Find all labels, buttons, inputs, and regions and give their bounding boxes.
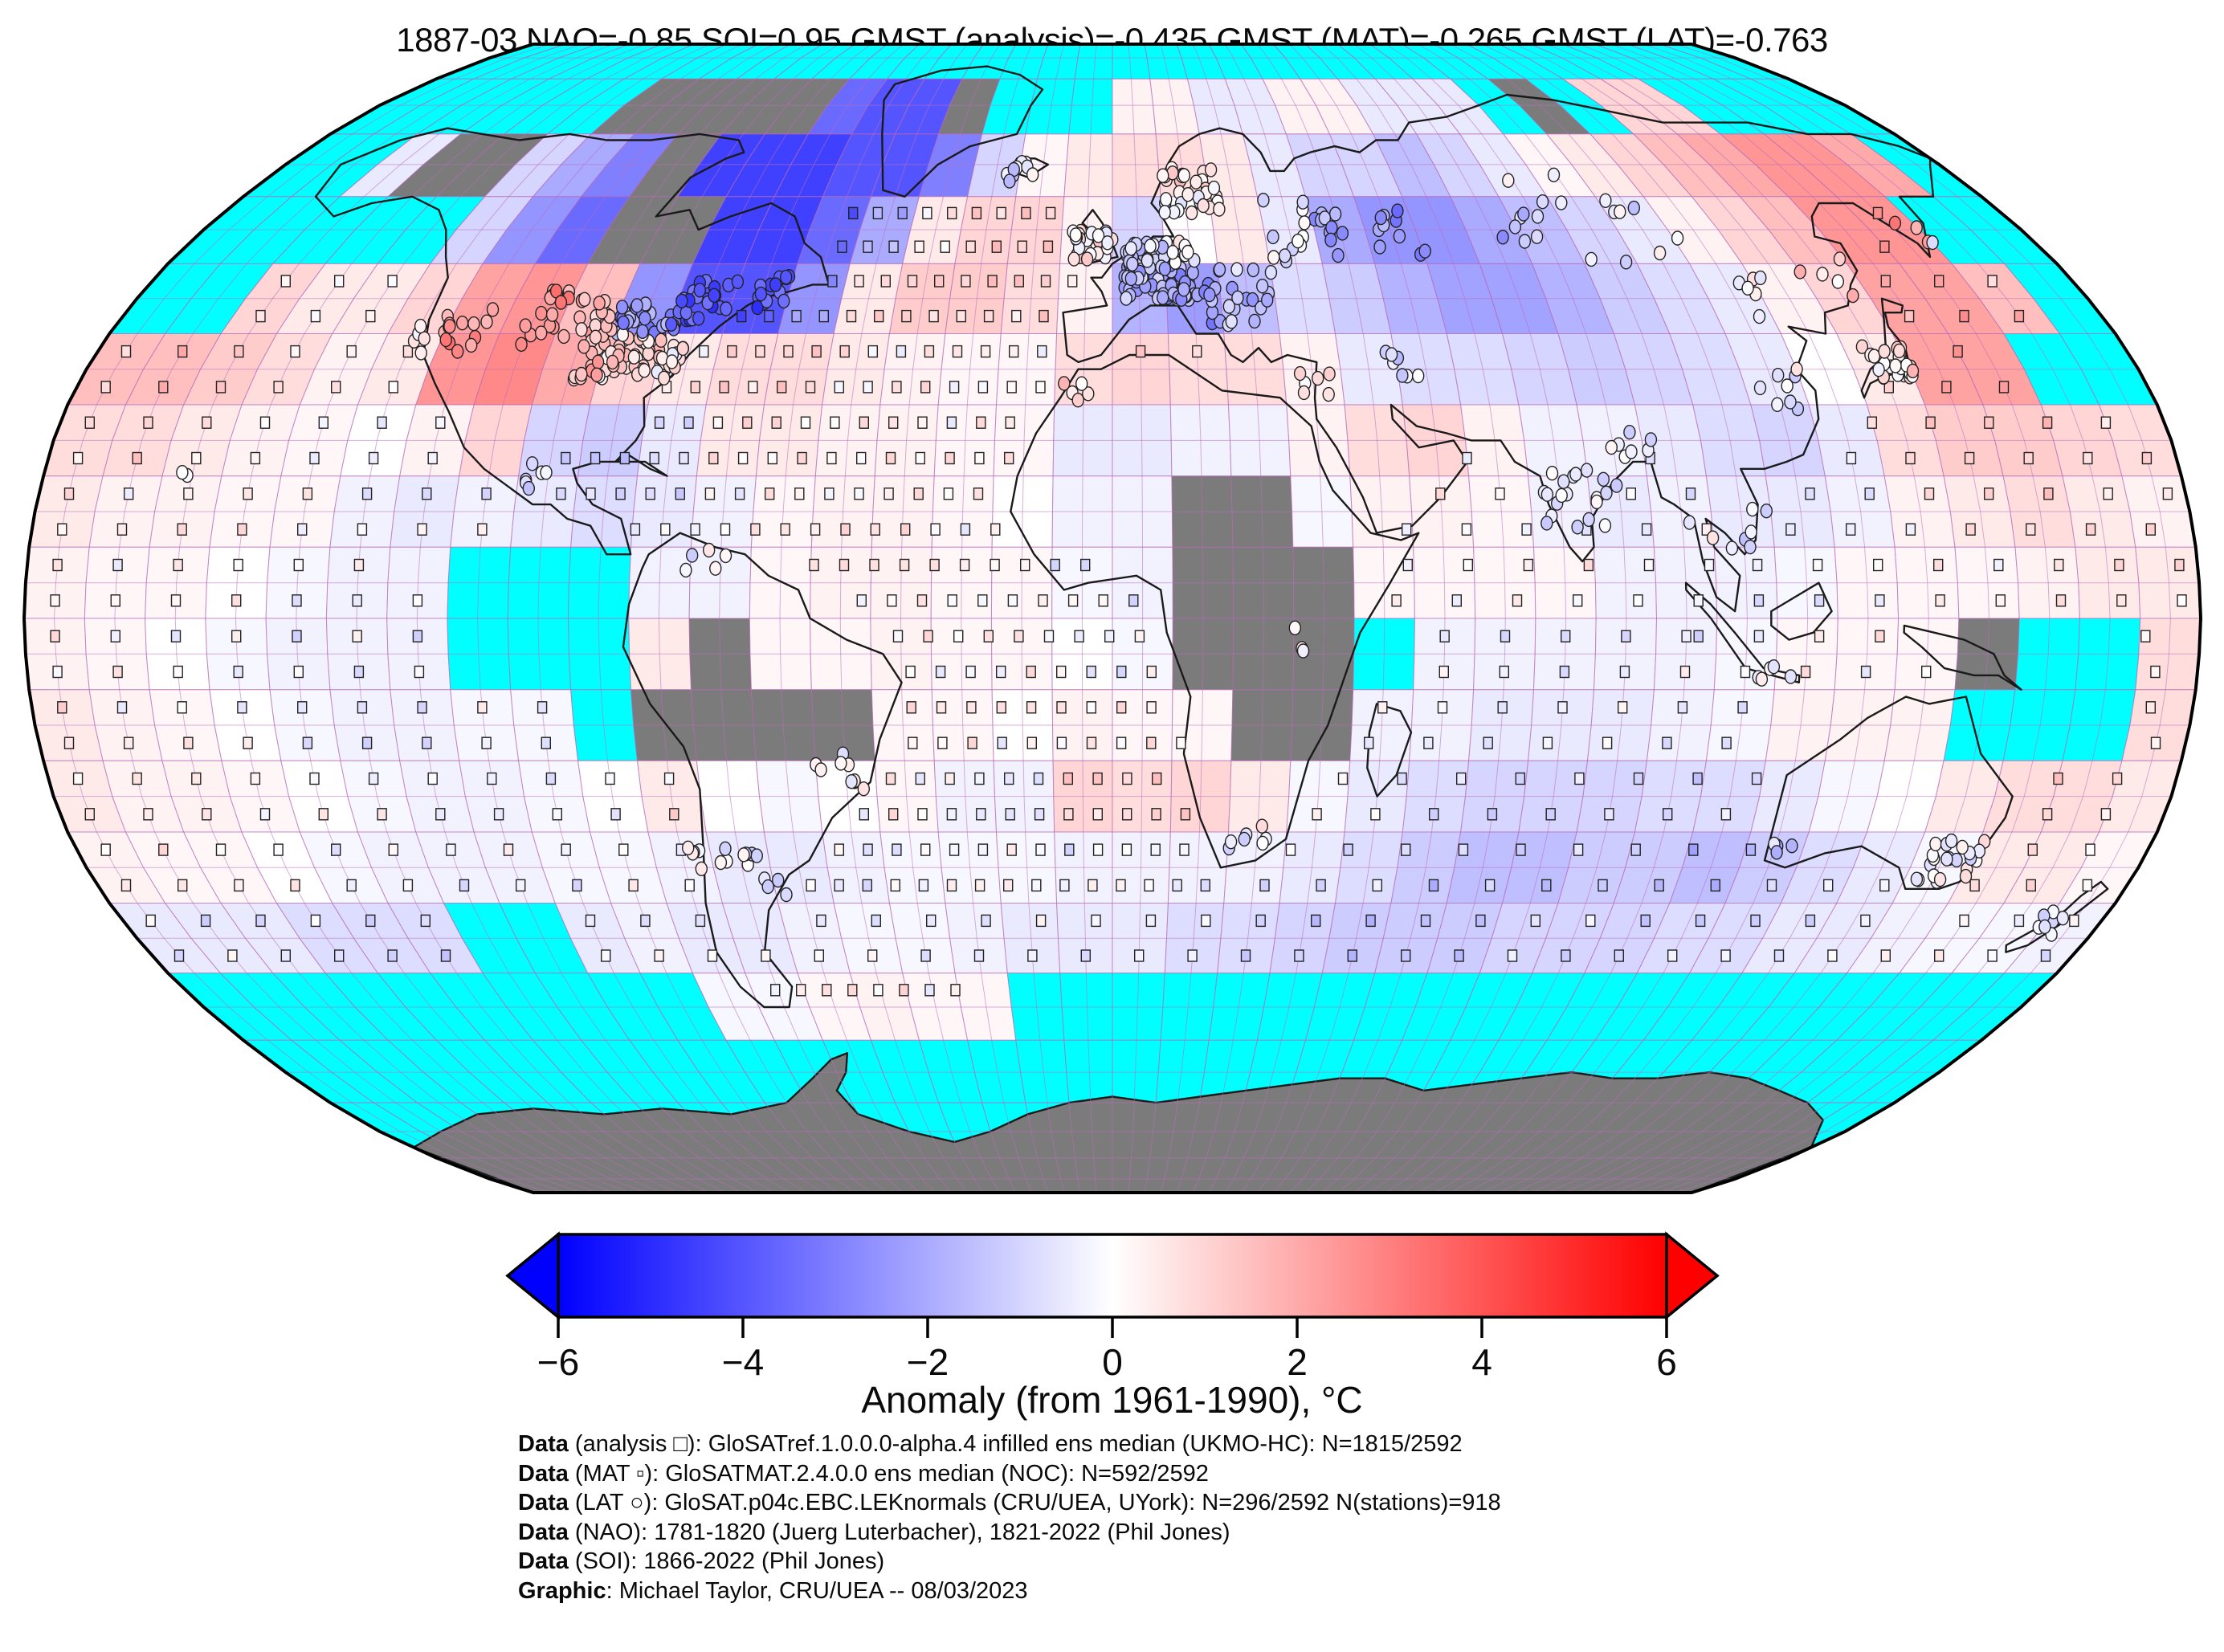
colorbar-tick-label: −2 bbox=[907, 1341, 949, 1383]
borneo-coastline bbox=[1770, 581, 1833, 641]
attribution-block: Data (analysis □): GloSATref.1.0.0.0-alp… bbox=[518, 1430, 1501, 1605]
footer-line-1: Data (analysis □): GloSATref.1.0.0.0-alp… bbox=[518, 1431, 1463, 1457]
new-guinea-coastline bbox=[1903, 624, 2022, 691]
colorbar-gradient bbox=[557, 1233, 1668, 1319]
greenland-coastline bbox=[881, 65, 1044, 198]
footer-line-2: Data (MAT ▫): GloSATMAT.2.4.0.0 ens medi… bbox=[518, 1460, 1209, 1487]
colorbar-tick-label: 6 bbox=[1656, 1341, 1677, 1383]
footer-line-6: Graphic: Michael Taylor, CRU/UEA -- 08/0… bbox=[518, 1577, 1028, 1604]
africa-coastline bbox=[1010, 353, 1420, 869]
footer-line-5: Data (SOI): 1866-2022 (Phil Jones) bbox=[518, 1548, 885, 1574]
markers-layer bbox=[50, 154, 2187, 997]
footer-line-3: Data (LAT ○): GloSAT.p04c.EBC.LEKnormals… bbox=[518, 1490, 1501, 1515]
south-america-coastline bbox=[622, 532, 903, 1009]
colorbar-tick-label: 4 bbox=[1471, 1341, 1492, 1383]
colorbar-tick-label: −6 bbox=[537, 1341, 579, 1383]
colorbar-right-arrow bbox=[1665, 1231, 1720, 1320]
colorbar-tick-label: 0 bbox=[1102, 1341, 1123, 1383]
eurasia-coastline bbox=[1062, 93, 1935, 613]
footer-line-4: Data (NAO): 1781-1820 (Juerg Luterbacher… bbox=[518, 1519, 1230, 1545]
colorbar: −6 −4 −2 0 2 4 6 bbox=[505, 1231, 1720, 1383]
colorbar-tick-label: 2 bbox=[1287, 1341, 1308, 1383]
colorbar-label: Anomaly (from 1961-1990), °C bbox=[861, 1379, 1363, 1421]
map-boundary bbox=[22, 43, 2203, 1194]
colorbar-tick-label: −4 bbox=[722, 1341, 764, 1383]
colorbar-left-arrow bbox=[505, 1231, 560, 1320]
